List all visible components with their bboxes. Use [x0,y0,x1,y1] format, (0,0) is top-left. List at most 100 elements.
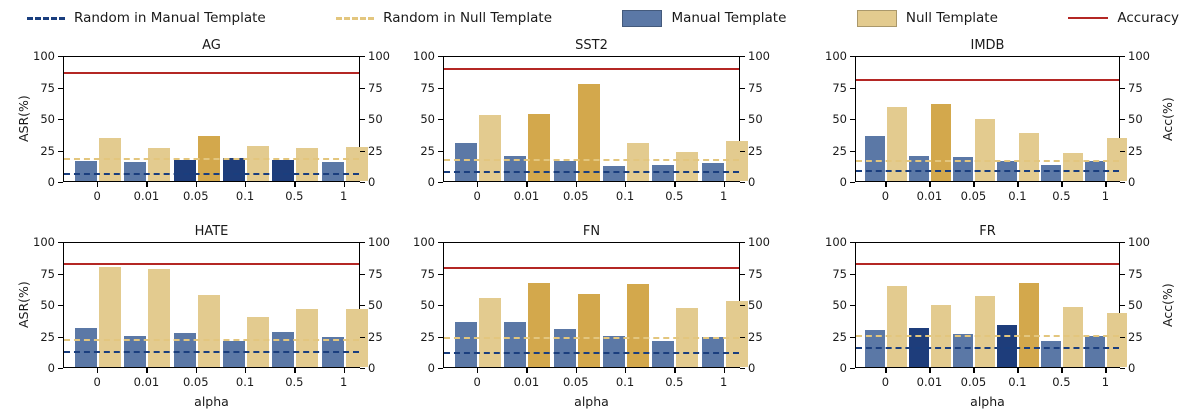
y-tick-label: 0 [47,175,55,189]
y-tick-label: 100 [413,49,435,63]
x-tick-label: 0.05 [960,375,987,389]
y-tickmark-left [58,273,63,275]
bar-null-template [247,316,270,367]
random-manual-line [444,352,739,355]
y-tickmark-left [438,150,443,152]
x-tick-label: 0.1 [1008,375,1027,389]
y-tickmark-right [360,87,365,89]
x-tickmark [575,368,577,373]
y-tickmark-left [58,150,63,152]
y-tick-label: 100 [368,235,390,249]
y-tick-label: 0 [839,361,847,375]
x-tickmark [1017,368,1019,373]
bar-manual-template [504,321,527,367]
y-tickmark-left [438,273,443,275]
y-tick-label: 100 [1128,235,1150,249]
y-tick-label: 0 [427,361,435,375]
random-null-line [856,160,1119,163]
x-tick-label: 0.1 [235,189,255,203]
subplot-AG: AG 0 0.01 0.05 0.1 0.5 1 0 0 25 25 50 50 75 75 100 100 AS… [0,36,396,226]
y-tick-label: 0 [427,175,435,189]
random-null-line [856,335,1119,338]
y-tickmark-right [1120,56,1125,58]
x-tickmark [1061,368,1063,373]
x-tick-label: 0.01 [916,189,943,203]
chart-grid: AG 0 0.01 0.05 0.1 0.5 1 0 0 25 25 50 50 75 75 100 100 AS… [0,36,1189,416]
subplot-title: IMDB [970,38,1005,53]
y-tickmark-right [1120,182,1125,184]
x-tickmark [245,182,247,187]
bar-manual-template [223,340,246,367]
y-tickmark-right [1120,242,1125,244]
x-tickmark [1105,182,1107,187]
dashed-line-key-icon [336,16,375,20]
bar-null-template [975,119,996,181]
subplot-title: SST2 [575,38,608,53]
y-tickmark-left [58,305,63,307]
bar-manual-template [75,160,98,181]
legend-label: Random in Null Template [383,10,553,26]
dashed-line-key-icon [27,16,65,20]
bar-manual-template [321,162,344,181]
y-tick-label: 25 [420,143,435,158]
x-tick-label: 0.5 [1052,189,1071,203]
bar-null-template [1107,312,1128,367]
y-tick-label: 75 [40,80,55,95]
x-tickmark [526,182,528,187]
y-tick-label: 25 [832,329,847,344]
y-tickmark-right [360,305,365,307]
bar-manual-template [272,159,295,181]
bar-manual-template [701,336,724,367]
accuracy-line [64,263,359,266]
random-manual-line [64,351,359,354]
plot-area [855,242,1128,368]
y-tick-label: 75 [420,80,435,95]
x-tick-label: 0.01 [916,375,943,389]
y-tick-label: 75 [748,266,763,281]
x-tick-label: 0.1 [1008,189,1027,203]
y-tick-label: 100 [368,49,390,63]
y-tick-label: 50 [1128,298,1143,312]
accuracy-line [64,71,359,74]
y-tick-label: 100 [33,49,55,63]
accuracy-line [444,67,739,70]
legend-item-manual-template: Manual Template [622,9,786,27]
x-tick-label: 0.01 [513,375,540,389]
y-tick-label: 75 [420,266,435,281]
x-tick-label: 0.01 [133,189,160,203]
y-tick-label: 25 [420,329,435,344]
subplot-title: FR [979,224,996,239]
y-tick-label: 0 [368,361,376,375]
y-tick-label: 0 [1128,361,1136,375]
bar-null-template [99,138,122,181]
x-tickmark [97,368,99,373]
subplot-HATE: HATE 0 0.01 0.05 0.1 0.5 1 0 0 25 25 50 50 75 75 100 100… [0,224,396,416]
bar-null-template [887,106,908,181]
x-tick-label: 0.1 [235,375,255,389]
legend-label: Null Template [905,10,998,26]
random-manual-line [856,347,1119,350]
y-tick-label: 25 [748,329,763,344]
y-tickmark-right [1120,368,1125,370]
x-tickmark [625,182,627,187]
x-tick-label: 0.01 [133,375,160,389]
x-tickmark [146,368,148,373]
x-tick-label: 1 [339,375,348,389]
y-tickmark-right [360,242,365,244]
subplot-FR: FR 0 0.01 0.05 0.1 0.5 1 0 0 25 25 50 50 75 75 100 100 Ac… [792,224,1189,416]
x-tickmark [625,368,627,373]
x-tickmark [477,368,479,373]
y-tickmark-right [1120,305,1125,307]
y-tick-label: 25 [368,143,383,158]
bar-manual-template [953,334,974,367]
y-axis-label-asr: ASR(%) [16,95,31,143]
x-tick-label: 0.1 [615,375,635,389]
swatch-key-icon [622,9,663,27]
y-tickmark-right [1120,273,1125,275]
plot-area [443,242,748,368]
bar-manual-template [1041,340,1062,367]
y-tick-label: 25 [832,143,847,158]
y-tickmark-left [58,56,63,58]
bar-null-template [627,283,650,367]
